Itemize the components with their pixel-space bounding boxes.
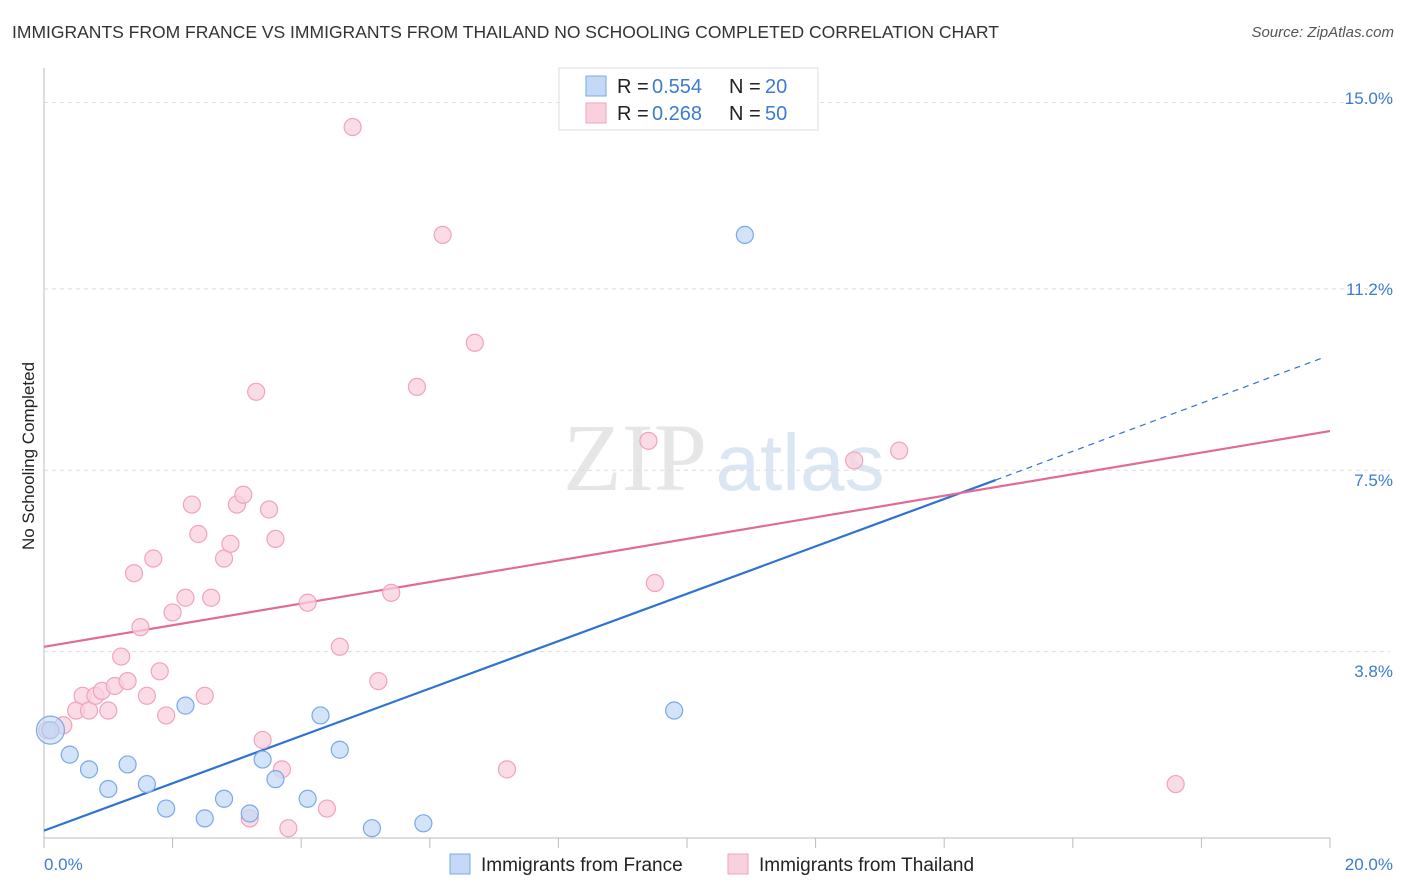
data-point-france bbox=[79, 760, 99, 779]
legend-n-label: N = bbox=[729, 76, 766, 98]
data-point-thailand bbox=[157, 706, 176, 725]
data-point-thailand bbox=[234, 485, 253, 504]
correlation-legend: R = 0.554 N = 20 R = 0.268 N = 50 bbox=[558, 67, 819, 131]
y-tick-label: 15.0% bbox=[1345, 89, 1393, 108]
data-point-france bbox=[362, 819, 382, 838]
data-point-thailand bbox=[221, 534, 240, 553]
data-point-france bbox=[266, 770, 285, 789]
data-point-thailand bbox=[382, 583, 401, 602]
data-point-cluster bbox=[35, 715, 66, 745]
data-point-thailand bbox=[202, 588, 221, 607]
legend-n-value: 50 bbox=[765, 103, 787, 125]
data-point-france bbox=[137, 774, 156, 794]
data-point-france bbox=[99, 779, 118, 799]
data-point-thailand bbox=[253, 730, 272, 750]
data-point-thailand bbox=[144, 549, 163, 568]
source-label: Source: ZipAtlas.com bbox=[1251, 24, 1394, 41]
data-point-thailand bbox=[298, 593, 317, 612]
x-tick-label-left: 0.0% bbox=[44, 855, 83, 874]
legend-swatch-thailand bbox=[727, 853, 749, 875]
data-point-thailand bbox=[330, 637, 349, 656]
y-tick-label: 3.8% bbox=[1354, 662, 1393, 681]
data-point-thailand bbox=[176, 588, 195, 607]
legend-n-label: N = bbox=[729, 103, 766, 125]
data-point-france bbox=[414, 814, 433, 833]
legend-r-label: R = bbox=[617, 103, 654, 125]
data-point-thailand bbox=[99, 701, 118, 720]
data-point-thailand bbox=[124, 564, 144, 583]
data-point-france bbox=[60, 745, 79, 764]
trend-line-thailand bbox=[43, 429, 1331, 648]
data-points bbox=[35, 117, 1185, 838]
legend-n-value: 20 bbox=[765, 76, 787, 98]
data-point-thailand bbox=[845, 451, 864, 470]
legend-swatch-france bbox=[449, 853, 471, 875]
chart-title: IMMIGRANTS FROM FRANCE VS IMMIGRANTS FRO… bbox=[12, 22, 999, 42]
data-point-thailand bbox=[465, 333, 484, 352]
data-point-thailand bbox=[150, 662, 169, 681]
data-point-thailand bbox=[182, 495, 201, 514]
legend-swatch-thailand bbox=[585, 102, 607, 124]
watermark-zip: ZIP bbox=[563, 404, 707, 511]
data-point-france bbox=[735, 225, 754, 245]
data-point-thailand bbox=[131, 618, 150, 637]
y-tick-label: 11.2% bbox=[1346, 280, 1393, 299]
legend-label-france: Immigrants from France bbox=[481, 855, 683, 876]
data-point-thailand bbox=[189, 524, 208, 544]
data-point-thailand bbox=[112, 647, 131, 666]
x-tick-label-right: 20.0% bbox=[1345, 855, 1393, 874]
data-point-thailand bbox=[497, 760, 517, 779]
data-point-thailand bbox=[118, 671, 137, 691]
data-point-france bbox=[298, 789, 317, 808]
legend-r-label: R = bbox=[617, 76, 654, 98]
legend-r-value: 0.268 bbox=[652, 103, 702, 125]
data-point-france bbox=[214, 789, 234, 808]
data-point-france bbox=[240, 804, 259, 823]
data-point-france bbox=[330, 740, 349, 759]
data-point-thailand bbox=[890, 441, 909, 460]
data-point-france bbox=[665, 701, 684, 720]
data-point-thailand bbox=[407, 377, 427, 397]
data-point-france bbox=[195, 809, 214, 828]
data-point-thailand bbox=[137, 686, 156, 705]
legend-swatch-france bbox=[585, 75, 607, 97]
data-point-thailand bbox=[369, 671, 388, 691]
data-point-thailand bbox=[1166, 774, 1185, 794]
data-point-thailand bbox=[266, 529, 285, 549]
series-legend: Immigrants from France Immigrants from T… bbox=[449, 853, 974, 876]
grid-lines bbox=[44, 102, 1390, 653]
data-point-thailand bbox=[317, 799, 337, 818]
data-point-thailand bbox=[433, 225, 452, 245]
data-point-thailand bbox=[639, 431, 658, 450]
data-point-thailand bbox=[247, 382, 266, 401]
data-point-france bbox=[118, 755, 137, 774]
y-axis-title: No Schooling Completed bbox=[19, 362, 38, 550]
data-point-thailand bbox=[195, 686, 214, 705]
axes bbox=[43, 68, 1331, 848]
data-point-france bbox=[157, 799, 176, 818]
y-tick-label: 7.5% bbox=[1354, 471, 1393, 490]
data-point-thailand bbox=[343, 117, 362, 137]
legend-r-value: 0.554 bbox=[652, 76, 702, 98]
trend-lines bbox=[43, 356, 1331, 832]
data-point-thailand bbox=[259, 500, 279, 519]
data-point-thailand bbox=[163, 603, 182, 622]
trend-line-france bbox=[43, 479, 997, 832]
data-point-france bbox=[311, 706, 330, 725]
data-point-thailand bbox=[645, 573, 664, 593]
data-point-france bbox=[253, 750, 272, 769]
trend-line-extension-france bbox=[995, 356, 1324, 481]
legend-label-thailand: Immigrants from Thailand bbox=[759, 855, 974, 876]
data-point-france bbox=[176, 696, 195, 715]
data-point-thailand bbox=[279, 819, 298, 838]
